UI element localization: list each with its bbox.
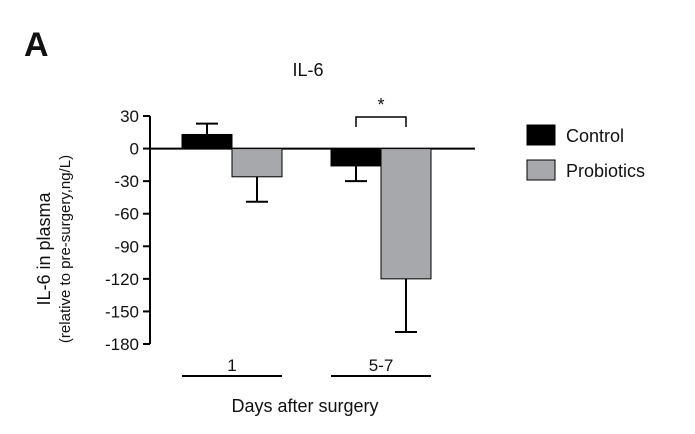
y-tick-label: -60	[114, 205, 139, 224]
y-tick-label: 30	[120, 107, 139, 126]
legend-swatch-probiotics	[526, 159, 556, 181]
legend-swatch-control	[526, 124, 556, 146]
y-tick-label: -180	[105, 335, 139, 354]
x-tick-label: 5-7	[369, 356, 394, 375]
panel-label: A	[24, 26, 49, 64]
bars-group	[181, 133, 432, 280]
significance-bracket	[355, 116, 407, 127]
y-tick-label: -30	[114, 172, 139, 191]
y-axis-sublabel: (relative to pre-surgery,ng/L)	[57, 155, 74, 343]
error-bars-group	[196, 122, 417, 334]
bar-probiotics-1	[380, 148, 432, 280]
y-tick-label: -120	[105, 270, 139, 289]
bar-control-1	[330, 148, 382, 167]
bar-control-0	[181, 133, 233, 150]
y-tick-label: 0	[130, 140, 139, 159]
y-tick-label: -150	[105, 302, 139, 321]
bar-probiotics-0	[231, 148, 283, 178]
x-tick-label: 1	[227, 356, 236, 375]
x-axis-label: Days after surgery	[231, 396, 378, 416]
y-axis-label: IL-6 in plasma	[34, 191, 54, 305]
significance-star: *	[377, 95, 384, 115]
legend-label-probiotics: Probiotics	[566, 161, 645, 181]
chart-title: IL-6	[292, 60, 323, 80]
y-tick-label: -90	[114, 237, 139, 256]
legend: Control Probiotics	[526, 124, 645, 181]
significance-annotation: *	[355, 95, 407, 127]
legend-label-control: Control	[566, 126, 624, 146]
